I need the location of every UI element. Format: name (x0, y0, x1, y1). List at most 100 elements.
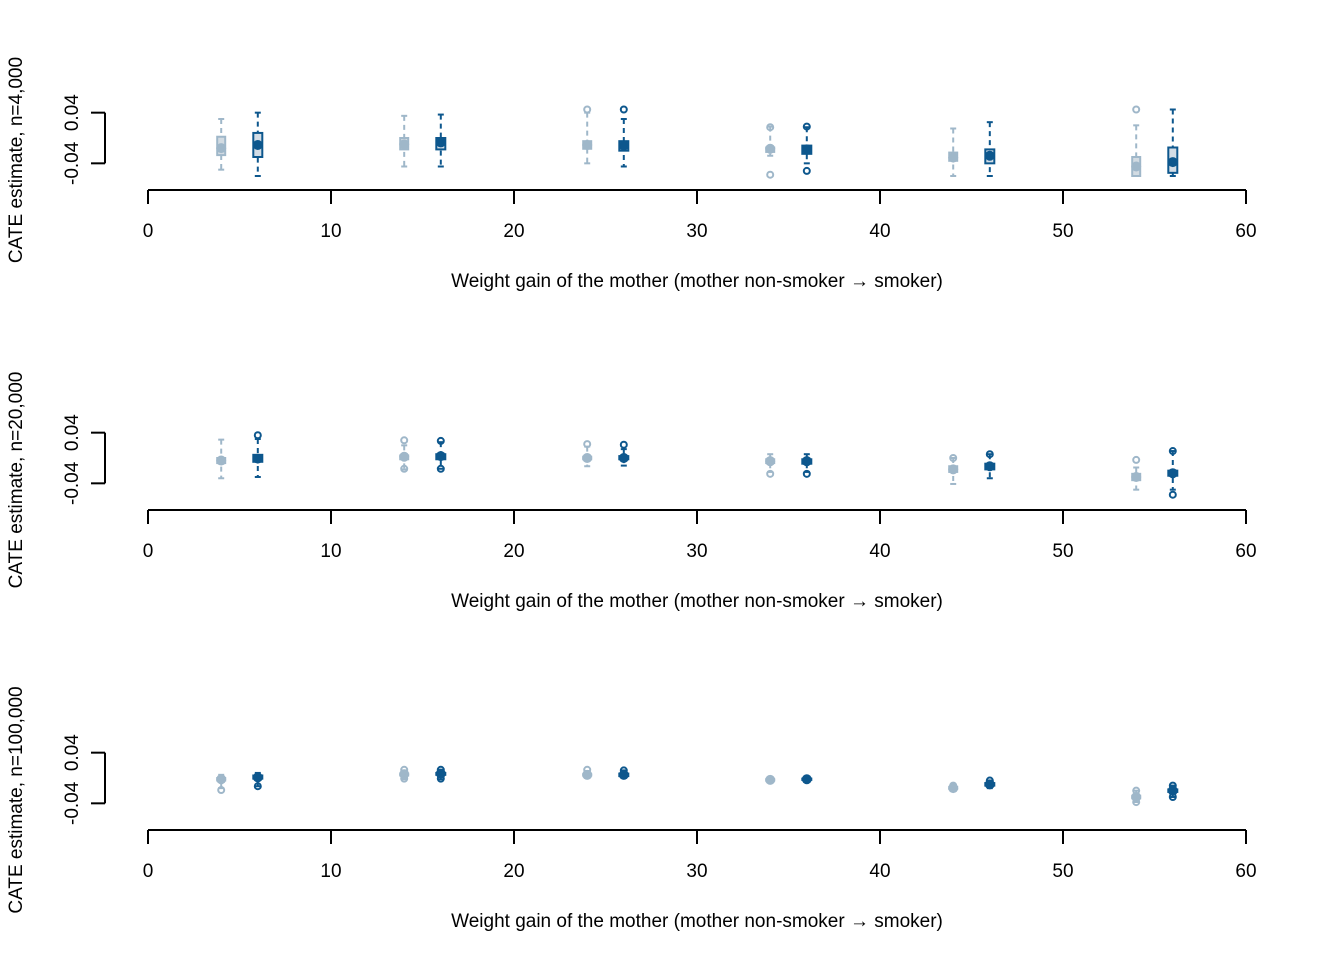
box-dark-46 (984, 776, 996, 790)
outlier-point (802, 469, 811, 478)
median-point (435, 451, 446, 462)
outlier-point (766, 123, 775, 132)
panel-2: -0.04 0.04 CATE estimate, n=20,000 0 10 20 30 4… (6, 372, 1257, 612)
outlier-point (619, 440, 628, 449)
box-dark-36 (801, 453, 813, 478)
outlier-point (949, 454, 958, 462)
y-tick-label: 0.04 (62, 734, 83, 771)
x-tick-label: 0 (143, 861, 154, 882)
x-tick-label: 10 (320, 541, 341, 562)
outlier-point (1168, 781, 1177, 790)
x-tick-label: 10 (320, 861, 341, 882)
box-dark-46 (984, 121, 996, 177)
y-tick-label: 0.04 (62, 94, 83, 131)
panel-1: -0.04 0.04 CATE estimate, n=4,000 0 10 20 30 40… (6, 57, 1257, 292)
x-tick-label: 20 (503, 541, 524, 562)
outlier-point (253, 782, 262, 791)
median-point (765, 456, 776, 467)
x-tick-label: 60 (1235, 861, 1256, 882)
outlier-point (400, 765, 409, 774)
outlier-point (1132, 105, 1141, 114)
median-point (765, 143, 776, 154)
box-light-44 (948, 454, 959, 485)
outlier-point (400, 464, 409, 473)
panel-3: -0.04 0.04 CATE estimate, n=100,000 0 10 20 30… (6, 686, 1257, 932)
x-tick-label: 30 (686, 221, 707, 242)
x-tick-label: 60 (1235, 221, 1256, 242)
box-dark-16 (435, 436, 447, 473)
outlier-point (436, 436, 445, 445)
median-point (216, 455, 227, 466)
median-point (435, 137, 446, 148)
outlier-point (1132, 798, 1141, 807)
median-point (252, 453, 263, 464)
box-light-54 (1131, 105, 1142, 177)
outlier-point (802, 166, 811, 175)
median-point (801, 144, 812, 155)
median-point (252, 772, 263, 783)
outlier-point (1168, 490, 1177, 499)
outlier-point (766, 469, 775, 478)
outlier-point (985, 450, 994, 459)
box-light-4 (216, 118, 227, 171)
outlier-point (583, 765, 592, 774)
box-light-14 (399, 114, 410, 168)
box-dark-36 (801, 122, 813, 175)
box-light-44 (948, 127, 959, 177)
y-tick-label: -0.04 (62, 141, 83, 185)
x-tick-label: 50 (1052, 861, 1073, 882)
box-dark-6 (252, 771, 264, 791)
x-axis-label: Weight gain of the mother (mother non-sm… (451, 271, 943, 292)
box-light-4 (216, 773, 227, 795)
x-tick-label: 40 (869, 861, 890, 882)
x-tick-label: 30 (686, 861, 707, 882)
median-point (216, 774, 227, 785)
x-tick-label: 50 (1052, 541, 1073, 562)
median-point (948, 464, 959, 475)
outlier-point (583, 440, 592, 449)
median-point (1167, 157, 1178, 168)
y-tick-label: -0.04 (62, 461, 83, 505)
y-axis-label: CATE estimate, n=20,000 (6, 372, 27, 589)
x-tick-label: 10 (320, 221, 341, 242)
x-axis-label: Weight gain of the mother (mother non-sm… (451, 591, 943, 612)
box-light-4 (216, 438, 227, 480)
outlier-point (583, 105, 592, 114)
outlier-point (949, 781, 958, 790)
outlier-point (400, 774, 409, 783)
x-tick-label: 0 (143, 541, 154, 562)
median-point (765, 774, 776, 785)
outlier-point (802, 122, 811, 131)
median-point (252, 139, 263, 150)
x-tick-label: 40 (869, 541, 890, 562)
box-dark-6 (252, 431, 264, 478)
outlier-point (619, 105, 628, 114)
x-axis-label: Weight gain of the mother (mother non-sm… (451, 911, 943, 932)
outlier-point (1132, 455, 1141, 464)
box-dark-26 (618, 440, 630, 467)
outlier-point (1168, 447, 1177, 456)
x-tick-label: 20 (503, 221, 524, 242)
x-tick-label: 40 (869, 221, 890, 242)
box-light-14 (399, 436, 410, 473)
box-light-34 (765, 453, 776, 478)
box-light-44 (948, 781, 959, 794)
median-point (1131, 161, 1142, 172)
box-dark-16 (435, 765, 447, 783)
median-point (582, 139, 593, 150)
box-dark-6 (252, 111, 264, 177)
box-dark-26 (618, 105, 630, 168)
x-tick-label: 50 (1052, 221, 1073, 242)
box-dark-36 (801, 774, 813, 785)
box-dark-26 (618, 766, 630, 780)
box-light-34 (765, 774, 776, 785)
median-point (399, 139, 410, 150)
outlier-point (436, 774, 445, 783)
median-point (1167, 468, 1178, 479)
median-point (801, 774, 812, 785)
outlier-point (253, 431, 262, 440)
outlier-point (436, 464, 445, 473)
median-point (216, 143, 227, 154)
median-point (399, 451, 410, 462)
